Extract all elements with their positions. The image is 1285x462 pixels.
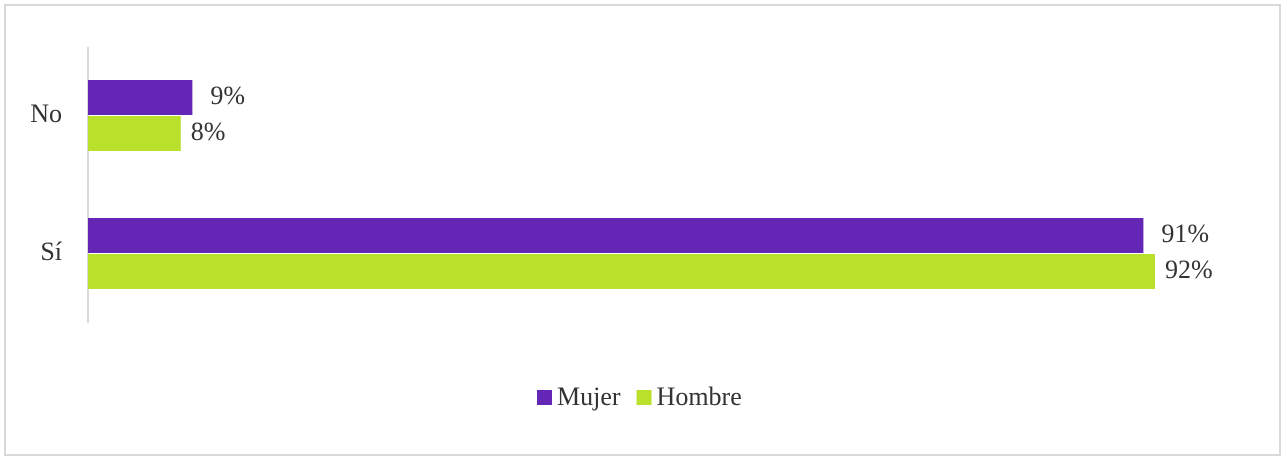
legend-swatch [537,390,552,405]
y-tick-label: No [30,99,62,128]
legend-label: Hombre [657,382,742,411]
bar [88,116,181,151]
y-tick-label: Sí [40,237,62,266]
data-label: 9% [210,81,245,110]
bar [88,254,1155,289]
legend-swatch [636,390,652,405]
bar [88,80,193,115]
legend-label: Mujer [557,382,621,411]
data-label: 8% [191,117,226,146]
bar [88,218,1144,253]
data-label: 91% [1161,219,1209,248]
data-label: 92% [1165,255,1213,284]
